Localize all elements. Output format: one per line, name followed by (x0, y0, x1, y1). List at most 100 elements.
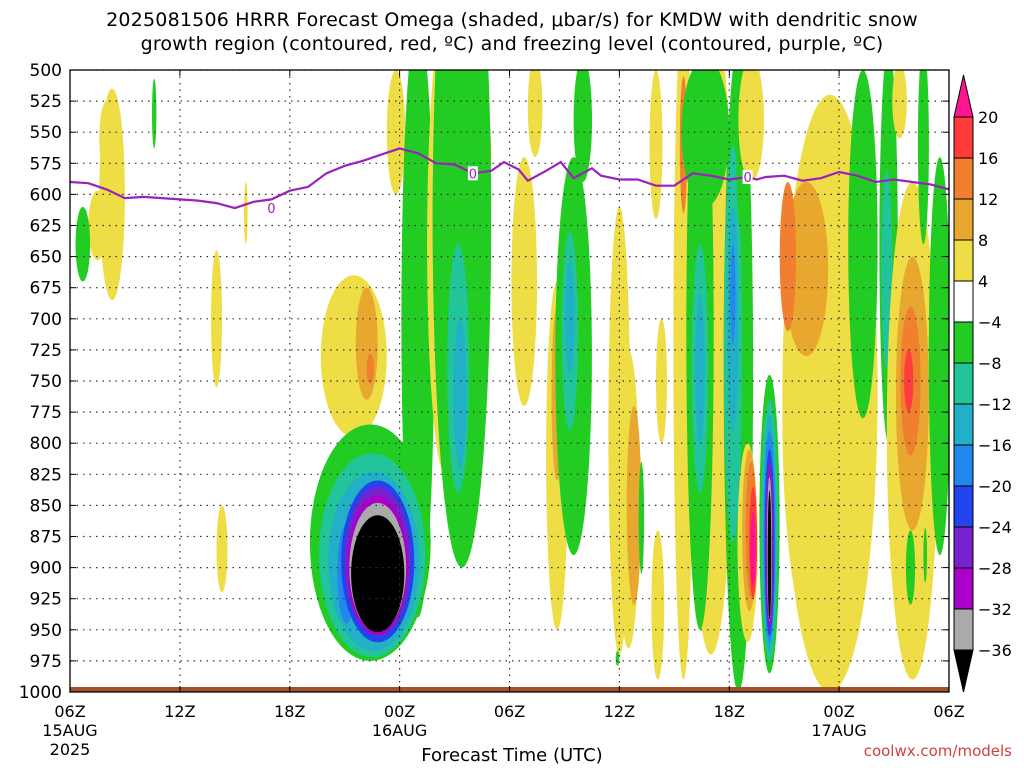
y-axis: 500 525 550 575 600 625 650 675 700 725 750 775 800 8… (19, 61, 949, 703)
colorbar-band (953, 321, 974, 364)
omega-region (923, 527, 927, 583)
freezing-label-bg (266, 201, 277, 216)
x-tick-label: 06Z (54, 702, 85, 721)
omega-region (649, 70, 663, 220)
y-tick-label: 500 (30, 61, 62, 81)
x-tick-year: 2025 (50, 740, 91, 759)
y-tick-label: 800 (30, 434, 62, 454)
omega-region (779, 182, 797, 332)
y-tick-label: 750 (30, 372, 62, 392)
omega-region (730, 244, 736, 344)
colorbar-band (953, 526, 974, 569)
colorbar: 20 16 12 8 4 −4 −8 −12 −16 −20 −24 −28 −32 −36 (953, 74, 1012, 693)
omega-region (738, 70, 764, 182)
title-line-2: growth region (contoured, red, ºC) and f… (140, 33, 884, 55)
omega-region (905, 530, 916, 605)
y-tick-label: 525 (30, 92, 62, 112)
omega-region (511, 157, 537, 406)
x-tick-label: 00Z (823, 702, 854, 721)
omega-region (244, 182, 248, 245)
colorbar-label: 12 (978, 190, 998, 209)
y-tick-label: 875 (30, 528, 62, 548)
colorbar-label: −24 (978, 518, 1012, 537)
freezing-label-bg (742, 170, 753, 184)
colorbar-band (953, 74, 974, 118)
omega-region (355, 287, 378, 400)
y-tick-label: 625 (30, 217, 62, 237)
omega-region (366, 353, 374, 384)
colorbar-label: 16 (978, 149, 998, 168)
y-tick-label: 925 (30, 590, 62, 610)
colorbar-label: −20 (978, 477, 1012, 496)
omega-region (152, 78, 157, 149)
y-tick-label: 1000 (19, 683, 62, 703)
colorbar-band (953, 198, 974, 241)
colorbar-label: −36 (978, 641, 1012, 660)
colorbar-band (953, 157, 974, 200)
omega-region (453, 318, 467, 468)
x-tick-label: 12Z (604, 702, 635, 721)
omega-region (750, 511, 756, 587)
y-tick-label: 675 (30, 279, 62, 299)
omega-region (216, 505, 228, 593)
colorbar-label: −16 (978, 436, 1012, 455)
x-tick-date: 17AUG (811, 721, 866, 740)
omega-region (928, 157, 949, 556)
colorbar-label: 20 (978, 108, 998, 127)
omega-region (767, 490, 772, 620)
freezing-level-contour: 0 0 0 (70, 147, 949, 217)
freezing-level-label: 0 (469, 167, 477, 182)
omega-region (848, 70, 878, 419)
x-tick-label: 18Z (274, 702, 305, 721)
y-tick-label: 550 (30, 123, 62, 143)
omega-region (573, 70, 592, 182)
chart-title: 2025081506 HRRR Forecast Omega (shaded, … (0, 8, 1024, 56)
y-tick-label: 975 (30, 652, 62, 672)
freezing-level-line (70, 147, 949, 210)
omega-region (651, 530, 665, 680)
colorbar-band (953, 485, 974, 528)
omega-region (638, 461, 645, 574)
x-tick-label: 18Z (714, 702, 745, 721)
colorbar-label: −28 (978, 559, 1012, 578)
colorbar-label: 8 (978, 231, 988, 250)
freezing-label-bg (467, 166, 478, 181)
colorbar-band (953, 239, 974, 282)
y-tick-label: 825 (30, 465, 62, 485)
omega-region (917, 70, 929, 245)
colorbar-band (953, 116, 974, 159)
omega-region (99, 101, 114, 176)
colorbar-label: −8 (978, 354, 1002, 373)
y-tick-label: 850 (30, 496, 62, 516)
colorbar-label: −12 (978, 395, 1012, 414)
y-tick-label: 600 (30, 185, 62, 205)
x-tick-label: 06Z (933, 702, 964, 721)
y-tick-label: 775 (30, 403, 62, 423)
omega-region (527, 70, 543, 158)
colorbar-label: 4 (978, 272, 988, 291)
omega-region (892, 70, 907, 139)
freezing-level-label: 0 (267, 202, 275, 217)
omega-region (615, 650, 620, 666)
colorbar-label: −4 (978, 313, 1002, 332)
colorbar-band (953, 362, 974, 405)
x-tick-date: 15AUG (42, 721, 97, 740)
omega-region (351, 515, 405, 633)
colorbar-band (953, 649, 974, 693)
omega-region (565, 262, 575, 375)
y-tick-label: 900 (30, 559, 62, 579)
colorbar-label: −32 (978, 600, 1012, 619)
colorbar-band (953, 403, 974, 446)
credit-link[interactable]: coolwx.com/models (863, 742, 1012, 760)
omega-region (695, 294, 705, 444)
omega-region (626, 405, 642, 605)
colorbar-band (953, 567, 974, 610)
x-tick-label: 12Z (164, 702, 195, 721)
colorbar-band (953, 444, 974, 487)
y-tick-label: 950 (30, 621, 62, 641)
y-tick-label: 575 (30, 154, 62, 174)
title-line-1: 2025081506 HRRR Forecast Omega (shaded, … (106, 9, 918, 31)
colorbar-band (953, 280, 974, 323)
